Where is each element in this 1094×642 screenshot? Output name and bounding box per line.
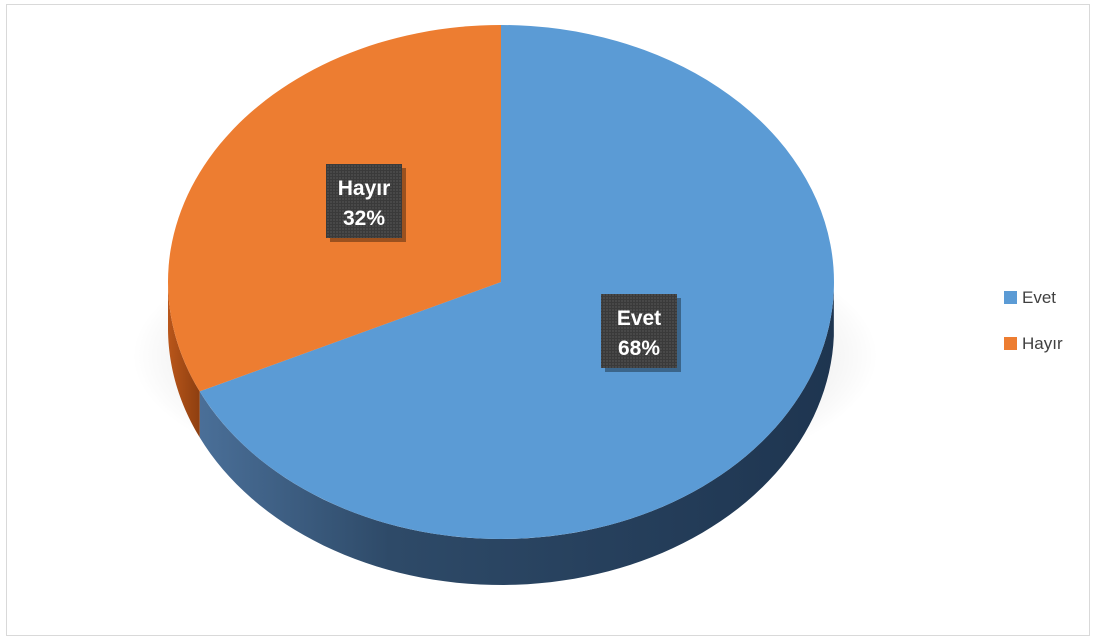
legend-item-evet: Evet xyxy=(1004,288,1056,307)
data-label-box xyxy=(326,164,402,238)
data-label-value: 68% xyxy=(618,337,660,360)
pie-side-evet xyxy=(199,290,834,585)
data-label-category: Evet xyxy=(617,307,661,330)
legend-label: Evet xyxy=(1022,288,1056,307)
data-label-category: Hayır xyxy=(338,177,391,200)
legend-swatch xyxy=(1004,291,1017,304)
data-label-evet: Evet 68% xyxy=(601,294,681,372)
legend: Evet Hayır xyxy=(992,280,1086,366)
pie-slice-evet xyxy=(199,25,834,539)
legend-label: Hayır xyxy=(1022,334,1063,353)
data-label-value: 32% xyxy=(343,207,385,230)
data-label-box xyxy=(601,294,677,368)
legend-swatch xyxy=(1004,337,1017,350)
legend-item-hayır: Hayır xyxy=(1004,334,1063,353)
pie-side-hayır xyxy=(168,283,200,438)
data-label-hayır: Hayır 32% xyxy=(326,164,406,242)
